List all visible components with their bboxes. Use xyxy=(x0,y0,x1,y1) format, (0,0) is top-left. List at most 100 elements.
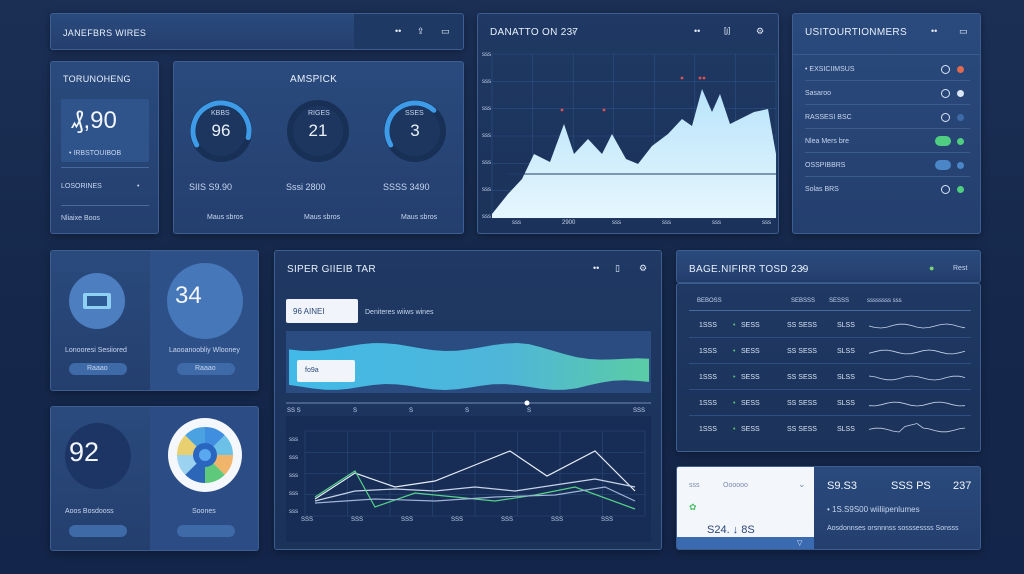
circle-card-button[interactable]: Raaao xyxy=(177,363,235,375)
table-cell: SLSS xyxy=(837,426,855,433)
table-header-cell: SEBSSS xyxy=(791,298,816,304)
top-header: JANEFBRS WIRES •• ⇪ ▭ xyxy=(50,13,464,50)
band-slider-handle xyxy=(524,400,530,406)
bottom-tab-1[interactable]: sss xyxy=(689,482,700,489)
sparkline xyxy=(868,323,966,329)
window-icon[interactable]: ▭ xyxy=(441,26,450,36)
settings-panel: USITOURTIONMERS •• ▭ • EXSICIIMSUS Sasaro… xyxy=(792,13,981,234)
line-y-tick: sss xyxy=(289,437,298,443)
donut-button[interactable] xyxy=(177,525,235,537)
circle-value: 34 xyxy=(175,282,202,309)
score-circle xyxy=(65,423,131,489)
donut-caption: Soones xyxy=(192,508,216,515)
table-cell: SESS xyxy=(741,426,760,433)
settings-divider xyxy=(805,104,970,105)
line-y-tick: sss xyxy=(289,455,298,461)
table-cell: SLSS xyxy=(837,322,855,329)
settings-icon[interactable]: ⚙ xyxy=(639,263,648,273)
table-cell: SESS xyxy=(741,322,760,329)
peak-marker xyxy=(680,76,684,80)
gauge-label: SSES xyxy=(405,110,424,117)
more-icon[interactable]: •• xyxy=(395,26,402,36)
total-row-label: LOSORINES xyxy=(61,183,102,190)
score-card: 92 Aoos Bosdooss Soones xyxy=(50,406,259,551)
gauge-value: 96 xyxy=(211,121,231,140)
line-y-tick: sss xyxy=(289,509,298,515)
area-x-tick: sss xyxy=(512,220,521,226)
line-y-tick: sss xyxy=(289,491,298,497)
area-x-tick: sss xyxy=(662,220,671,226)
area-y-tick: sss xyxy=(482,160,491,166)
sparkline xyxy=(868,375,966,381)
area-y-tick: sss xyxy=(482,214,491,220)
peak-marker xyxy=(702,76,706,80)
line-chart xyxy=(304,430,646,517)
toggle-dot[interactable] xyxy=(941,65,950,74)
tag-icon[interactable]: [ȷ] xyxy=(724,26,731,35)
peak-marker xyxy=(560,108,564,112)
bottom-tab-2[interactable]: Oooooo xyxy=(723,482,748,489)
settings-divider xyxy=(805,152,970,153)
line-series-4 xyxy=(314,486,636,504)
more-icon[interactable]: •• xyxy=(694,26,701,36)
gauge-stat: SIIS S9.90 xyxy=(189,182,233,192)
toggle-dot[interactable] xyxy=(941,89,950,98)
status-dot xyxy=(957,186,964,193)
status-dot xyxy=(957,66,964,73)
table-row-divider xyxy=(689,363,971,364)
area-x-tick: sss xyxy=(712,220,721,226)
table-cell: SS SESS xyxy=(787,426,817,433)
table-cell: SS SESS xyxy=(787,348,817,355)
settings-row-label: OSSPIBBRS xyxy=(805,162,846,169)
icon-card-button[interactable]: Raaao xyxy=(69,363,127,375)
super-badge[interactable]: 96 AINEI xyxy=(293,307,325,316)
chevron-down-icon[interactable]: ⌄ xyxy=(798,479,806,489)
gauge-footer: Maus sbros xyxy=(304,214,341,221)
table-cell: 1SSS xyxy=(699,426,717,433)
toggle-switch[interactable] xyxy=(935,160,951,170)
chevron-right-icon[interactable]: › xyxy=(572,26,575,36)
gauge-stat: SSSS 3490 xyxy=(383,182,430,192)
band-label: fo9a xyxy=(305,367,319,374)
table-title: BAGE.NIFIRR TOSD 239 xyxy=(689,264,809,275)
upload-icon[interactable]: ⇪ xyxy=(417,26,425,36)
window-icon[interactable]: ▭ xyxy=(959,26,968,36)
score-button[interactable] xyxy=(69,525,127,537)
bottom-value: S24. ↓ 8S xyxy=(707,524,755,536)
area-chart-title: DANATTO ON 237 xyxy=(490,27,579,38)
settings-icon[interactable]: ⚙ xyxy=(756,26,765,36)
toggle-dot[interactable] xyxy=(941,185,950,194)
table-cell: 1SSS xyxy=(699,322,717,329)
peak-marker xyxy=(698,76,702,80)
settings-row-label: Solas BRS xyxy=(805,186,839,193)
toggle-switch[interactable] xyxy=(935,136,951,146)
status-dot: • xyxy=(733,322,736,329)
area-y-tick: sss xyxy=(482,133,491,139)
area-y-tick: sss xyxy=(482,52,491,58)
gauge-footer: Maus sbros xyxy=(207,214,244,221)
color-wheel-icon[interactable]: ● xyxy=(929,263,935,273)
table-action[interactable]: Rest xyxy=(953,265,968,272)
area-chart xyxy=(491,53,777,219)
chevron-right-icon[interactable]: › xyxy=(801,263,804,273)
table-cell: SESS xyxy=(741,374,760,381)
down-icon[interactable]: ▽ xyxy=(797,540,803,547)
settings-divider xyxy=(805,128,970,129)
status-dot xyxy=(957,90,964,97)
total-link[interactable]: • IRBSTOUIBOB xyxy=(69,150,122,157)
gauges-panel: AMSPICK 96 KBBS SIIS S9.90 Maus sbros 21 RIGE… xyxy=(173,61,464,234)
table-cell: SESS xyxy=(741,400,760,407)
box-icon xyxy=(69,273,125,329)
leaf-icon: ✿ xyxy=(689,502,697,512)
line-x-tick: SSS xyxy=(551,517,564,523)
settings-row-label: • EXSICIIMSUS xyxy=(805,66,855,73)
line-series-2 xyxy=(314,478,636,502)
more-icon[interactable]: •• xyxy=(593,263,600,273)
battery-icon[interactable]: ▯ xyxy=(615,263,620,273)
score-caption: Aoos Bosdooss xyxy=(65,508,114,515)
sparkline xyxy=(868,423,966,433)
area-chart-panel: DANATTO ON 237 › •• [ȷ] ⚙ sss sss sss sss ss… xyxy=(477,13,779,234)
progress-circle xyxy=(167,263,243,339)
toggle-dot[interactable] xyxy=(941,113,950,122)
more-icon[interactable]: •• xyxy=(931,26,938,36)
